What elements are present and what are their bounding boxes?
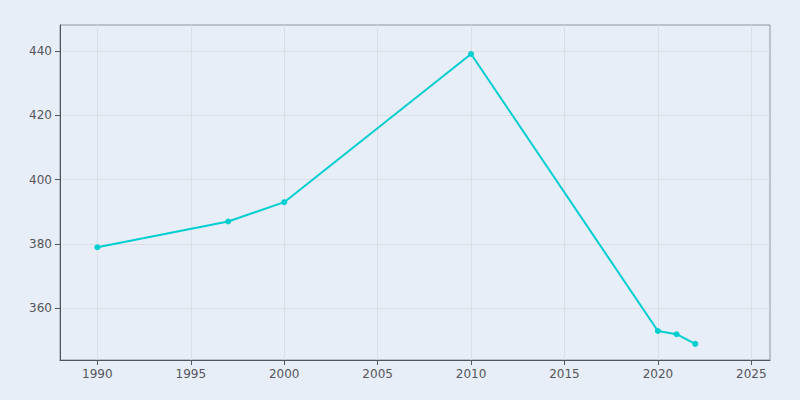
svg-text:2005: 2005 bbox=[362, 367, 393, 381]
svg-text:1995: 1995 bbox=[176, 367, 207, 381]
svg-text:2025: 2025 bbox=[736, 367, 767, 381]
svg-text:440: 440 bbox=[29, 44, 52, 58]
svg-text:2020: 2020 bbox=[643, 367, 674, 381]
svg-text:400: 400 bbox=[29, 173, 52, 187]
svg-text:420: 420 bbox=[29, 108, 52, 122]
svg-text:360: 360 bbox=[29, 301, 52, 315]
svg-text:380: 380 bbox=[29, 237, 52, 251]
svg-text:1990: 1990 bbox=[82, 367, 113, 381]
svg-text:2010: 2010 bbox=[456, 367, 487, 381]
svg-text:2000: 2000 bbox=[269, 367, 300, 381]
svg-text:2015: 2015 bbox=[549, 367, 580, 381]
